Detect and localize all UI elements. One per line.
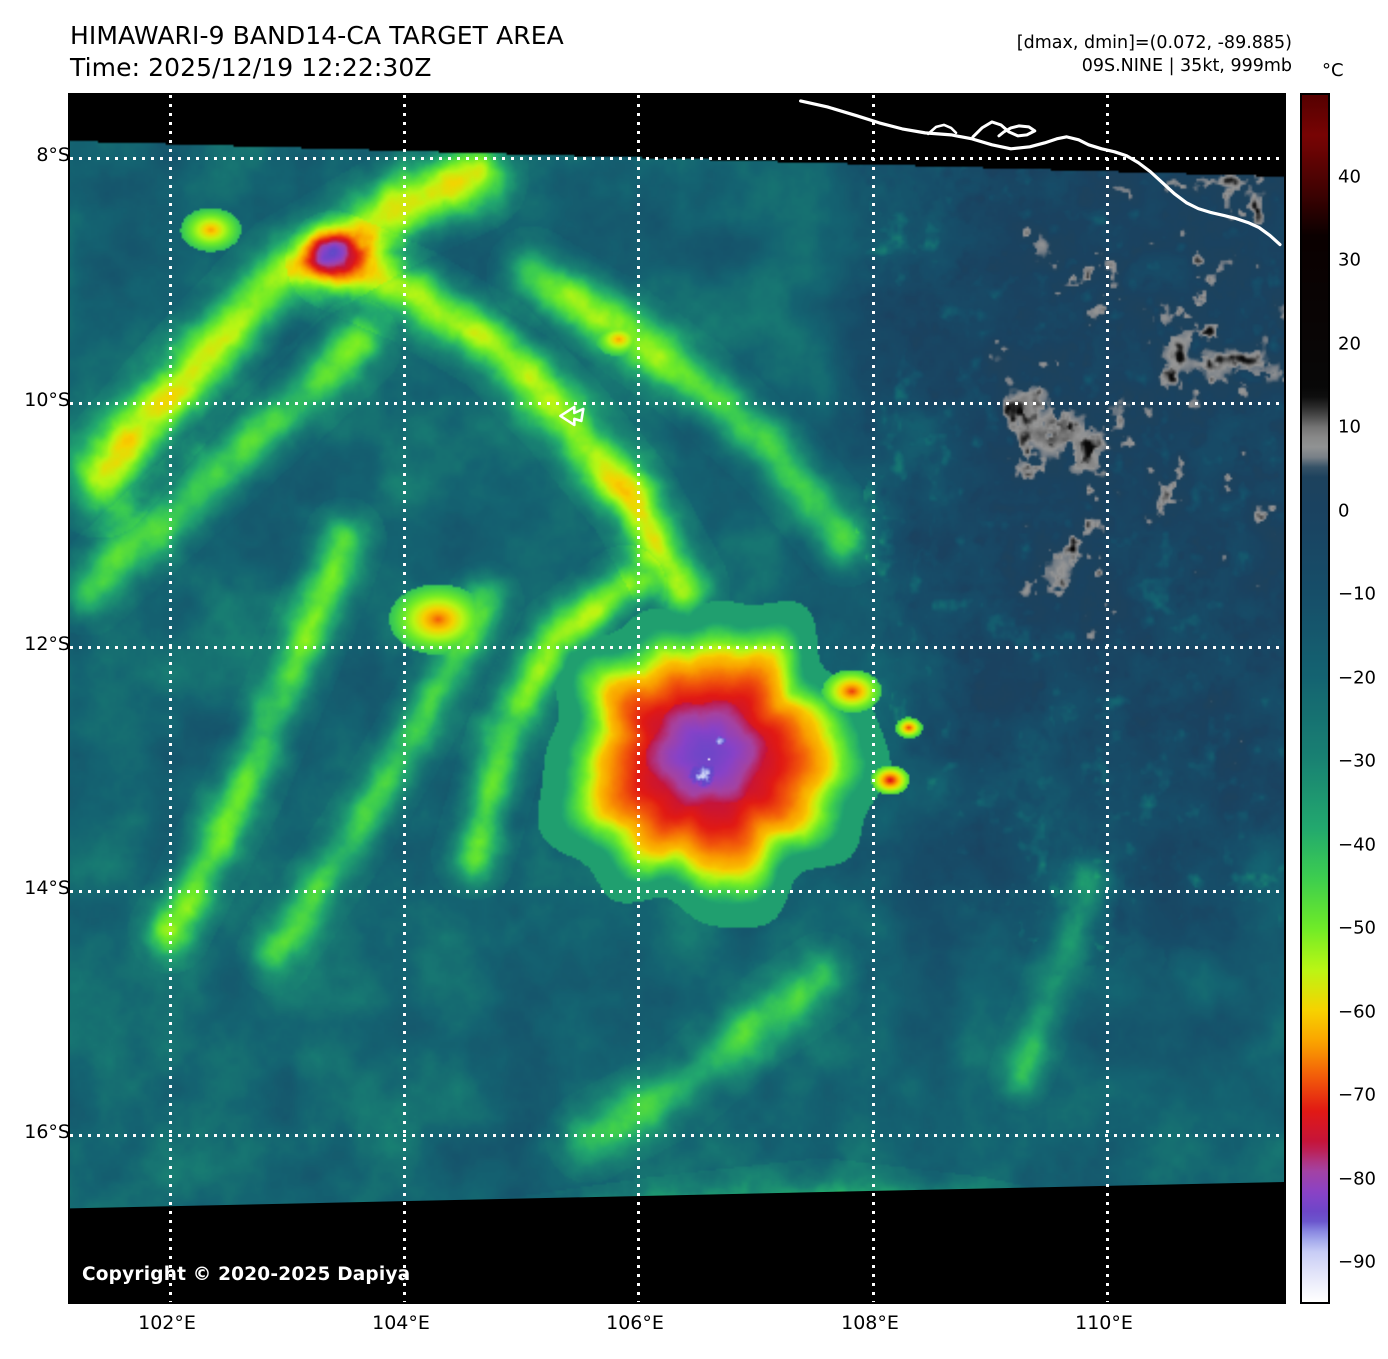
colorbar[interactable]	[1300, 93, 1330, 1304]
xtick-label-1: 104°E	[372, 1312, 430, 1334]
colorbar-tick-4: 0	[1338, 500, 1350, 522]
colorbar-unit-label: °C	[1322, 60, 1344, 81]
xtick-label-2: 106°E	[606, 1312, 664, 1334]
satellite-raster	[70, 95, 1284, 1302]
colorbar-tick-0: 40	[1338, 166, 1361, 187]
colorbar-tick-7: −30	[1338, 750, 1376, 772]
ytick-label-3: 14°S	[24, 877, 70, 899]
storm-info-label: 09S.NINE | 35kt, 999mb	[1081, 55, 1292, 76]
ytick-label-2: 12°S	[24, 633, 70, 655]
colorbar-tick-8: −40	[1338, 834, 1376, 856]
colorbar-gradient	[1302, 95, 1328, 1302]
ytick-label-1: 10°S	[24, 389, 70, 411]
colorbar-tick-12: −80	[1338, 1168, 1376, 1190]
data-range-label: [dmax, dmin]=(0.072, -89.885)	[1016, 33, 1292, 53]
colorbar-tick-11: −70	[1338, 1084, 1376, 1106]
satellite-image-plot[interactable]: Copyright © 2020-2025 Dapiya	[68, 93, 1286, 1304]
colorbar-tick-5: −10	[1338, 583, 1376, 605]
ytick-label-0: 8°S	[36, 144, 70, 166]
timestamp-label: Time: 2025/12/19 12:22:30Z	[70, 53, 432, 82]
xtick-label-0: 102°E	[138, 1312, 196, 1334]
colorbar-tick-1: 30	[1338, 249, 1361, 271]
header-meta-block: [dmax, dmin]=(0.072, -89.885) 09S.NINE |…	[1017, 32, 1292, 78]
colorbar-tick-6: −20	[1338, 667, 1376, 689]
colorbar-tick-9: −50	[1338, 917, 1376, 939]
colorbar-tick-10: −60	[1338, 1001, 1376, 1023]
xtick-label-3: 108°E	[841, 1312, 899, 1334]
copyright-label: Copyright © 2020-2025 Dapiya	[82, 1264, 411, 1285]
colorbar-tick-13: −90	[1338, 1251, 1376, 1273]
page-title: HIMAWARI-9 BAND14-CA TARGET AREA	[70, 21, 564, 50]
colorbar-tick-3: 10	[1338, 416, 1361, 438]
colorbar-tick-2: 20	[1338, 333, 1361, 355]
xtick-label-4: 110°E	[1075, 1312, 1133, 1334]
ytick-label-4: 16°S	[24, 1121, 70, 1143]
header-title-block: HIMAWARI-9 BAND14-CA TARGET AREA Time: 2…	[70, 20, 564, 84]
